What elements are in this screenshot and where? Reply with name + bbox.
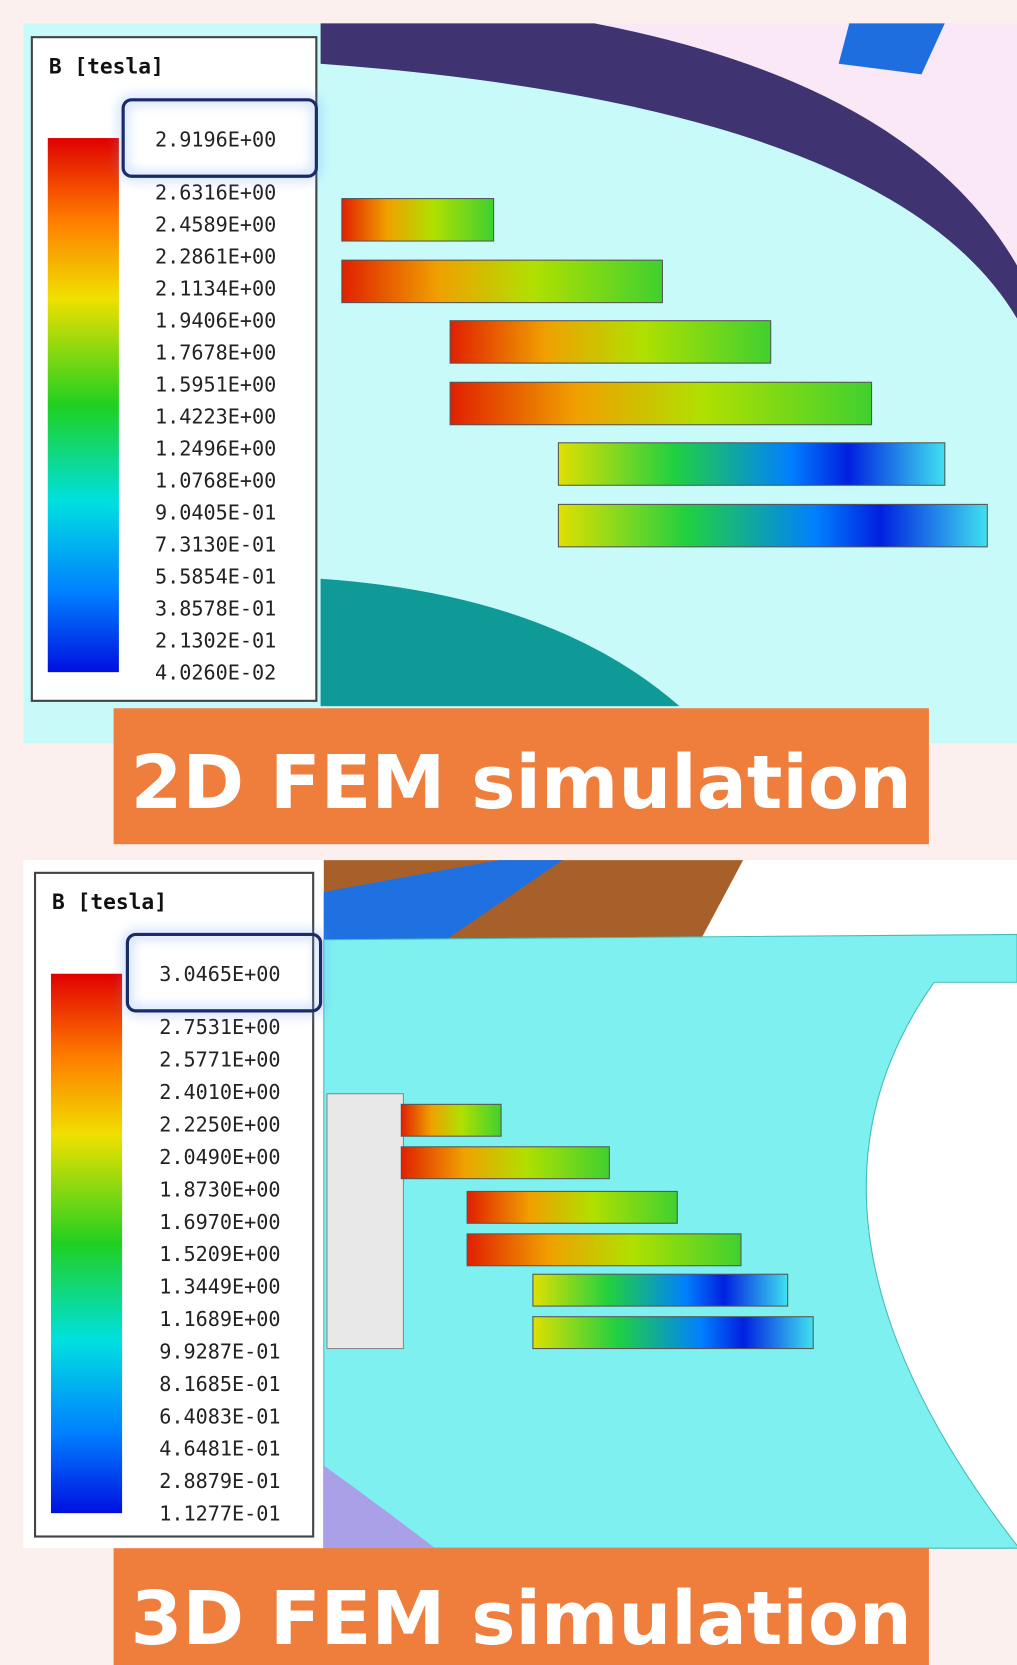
legend-label: 1.3449E+00 bbox=[159, 1275, 280, 1299]
legend-label: 4.6481E-01 bbox=[159, 1437, 280, 1461]
legend-label: 3.0465E+00 bbox=[159, 962, 280, 986]
legend-label: 2.8879E-01 bbox=[159, 1469, 280, 1493]
legend-label: 4.0260E-02 bbox=[155, 661, 276, 685]
legend-label: 1.9406E+00 bbox=[155, 309, 276, 333]
legend-label: 2.2861E+00 bbox=[155, 245, 276, 269]
legend-label: 2.1302E-01 bbox=[155, 629, 276, 653]
color-bar bbox=[48, 138, 119, 672]
legend-label: 2.6316E+00 bbox=[155, 181, 276, 205]
legend-label: 1.1277E-01 bbox=[159, 1502, 280, 1526]
legend: B [tesla] 3.0465E+00 2.7531E+00 2.5771E+00 2… bbox=[35, 873, 321, 1537]
legend-label: 1.8730E+00 bbox=[159, 1177, 280, 1201]
legend-label: 5.5854E-01 bbox=[155, 565, 276, 589]
legend-label: 3.8578E-01 bbox=[155, 597, 276, 621]
legend-label: 1.4223E+00 bbox=[155, 405, 276, 429]
legend-label: 1.2496E+00 bbox=[155, 437, 276, 461]
color-bar bbox=[51, 974, 122, 1513]
legend-label: 2.5771E+00 bbox=[159, 1048, 280, 1072]
caption: 2D FEM simulation bbox=[131, 739, 912, 826]
legend-label: 2.4010E+00 bbox=[159, 1080, 280, 1104]
legend-label: 1.6970E+00 bbox=[159, 1210, 280, 1234]
legend-label: 1.7678E+00 bbox=[155, 341, 276, 365]
legend-label: 2.1134E+00 bbox=[155, 277, 276, 301]
legend-label: 7.3130E-01 bbox=[155, 533, 276, 557]
legend-label: 1.5951E+00 bbox=[155, 373, 276, 397]
legend-label: 1.0768E+00 bbox=[155, 469, 276, 493]
legend-label: 6.4083E-01 bbox=[159, 1404, 280, 1428]
legend-title: B [tesla] bbox=[49, 54, 164, 79]
caption: 3D FEM simulation bbox=[131, 1575, 912, 1662]
legend-label: 9.0405E-01 bbox=[155, 501, 276, 525]
legend-label: 2.9196E+00 bbox=[155, 128, 276, 152]
page: {"panels":[ {"legend_title":"B [tesla]",… bbox=[0, 0, 1017, 1665]
legend-label: 1.1689E+00 bbox=[159, 1307, 280, 1331]
legend-label: 9.9287E-01 bbox=[159, 1339, 280, 1363]
legend: B [tesla] 2.9196E+00 2.6316E+00 2.4589E+00 2… bbox=[32, 37, 317, 701]
legend-label: 1.5209E+00 bbox=[159, 1242, 280, 1266]
legend-label: 2.2250E+00 bbox=[159, 1113, 280, 1137]
legend-label: 2.7531E+00 bbox=[159, 1015, 280, 1039]
legend-label: 8.1685E-01 bbox=[159, 1372, 280, 1396]
legend-label: 2.0490E+00 bbox=[159, 1145, 280, 1169]
figure: B [tesla] 2.9196E+00 2.6316E+00 2.4589E+00 2… bbox=[0, 0, 1017, 1665]
legend-label: 2.4589E+00 bbox=[155, 213, 276, 237]
legend-title: B [tesla] bbox=[52, 890, 167, 915]
